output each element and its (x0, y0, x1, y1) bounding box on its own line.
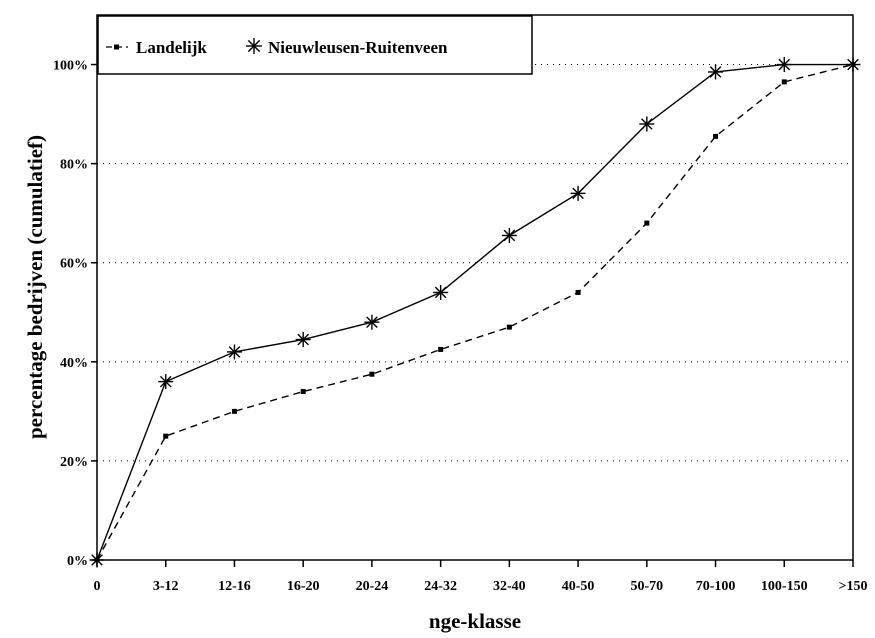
data-point-landelijk (644, 220, 650, 226)
data-point-nieuwleusen-ruitenveen (433, 284, 449, 300)
data-point-nieuwleusen-ruitenveen (89, 552, 105, 568)
x-tick-label: 12-16 (218, 579, 251, 594)
data-point-landelijk (438, 346, 444, 352)
data-point-nieuwleusen-ruitenveen (501, 227, 517, 243)
data-point-landelijk (506, 324, 512, 330)
data-point-nieuwleusen-ruitenveen (708, 64, 724, 80)
data-point-nieuwleusen-ruitenveen (364, 314, 380, 330)
y-tick-label: 80% (60, 158, 88, 173)
y-tick-label: 40% (60, 356, 88, 371)
data-point-nieuwleusen-ruitenveen (226, 344, 242, 360)
legend-label-landelijk: Landelijk (136, 38, 207, 57)
legend-marker-landelijk (114, 44, 119, 50)
data-point-landelijk (163, 433, 169, 439)
x-tick-label: 40-50 (562, 579, 595, 594)
data-point-landelijk (300, 389, 306, 395)
y-axis-title: percentage bedrijven (cumulatief) (23, 135, 47, 439)
series-line-nieuwleusen-ruitenveen (96, 63, 853, 561)
y-tick-label: 20% (60, 455, 88, 470)
data-point-nieuwleusen-ruitenveen (845, 57, 861, 73)
series-line-landelijk (96, 63, 854, 561)
x-tick-label: >150 (839, 579, 868, 594)
plot-area-frame (96, 14, 854, 561)
data-point-landelijk (781, 79, 787, 85)
x-tick-label: 20-24 (356, 579, 389, 594)
x-tick-label: 0 (94, 579, 101, 594)
y-tick-label: 100% (53, 59, 88, 74)
legend-box (97, 15, 533, 75)
y-tick-label: 60% (60, 257, 88, 272)
legend: Landelijk Nieuwleusen-Ruitenveen (97, 15, 533, 75)
data-point-nieuwleusen-ruitenveen (639, 116, 655, 132)
x-axis: 0 3-12 12-16 16-20 20-24 24-32 32-40 40-50 50-70… (94, 560, 868, 594)
x-axis-title: nge-klasse (429, 609, 521, 633)
data-point-landelijk (369, 371, 375, 377)
x-tick-label: 70-100 (696, 579, 736, 594)
x-tick-label: 24-32 (424, 579, 457, 594)
data-point-nieuwleusen-ruitenveen (158, 374, 174, 390)
y-tick-label: 0% (67, 554, 88, 569)
data-point-nieuwleusen-ruitenveen (570, 185, 586, 201)
star-icon (246, 38, 262, 54)
x-tick-label: 16-20 (287, 579, 320, 594)
series-group (89, 57, 861, 568)
x-tick-label: 32-40 (493, 579, 526, 594)
data-point-landelijk (231, 408, 237, 414)
data-point-nieuwleusen-ruitenveen (776, 57, 792, 73)
data-point-nieuwleusen-ruitenveen (295, 332, 311, 348)
data-point-landelijk (713, 133, 719, 139)
x-tick-label: 50-70 (630, 579, 663, 594)
legend-marker-nieuwleusen-ruitenveen (246, 38, 262, 54)
y-axis: 0% 20% 40% 60% 80% 100% (53, 59, 97, 569)
legend-label-nieuwleusen-ruitenveen: Nieuwleusen-Ruitenveen (268, 38, 448, 57)
gridlines (97, 64, 853, 462)
x-tick-label: 100-150 (761, 579, 808, 594)
data-point-landelijk (575, 289, 581, 295)
x-tick-label: 3-12 (153, 579, 179, 594)
